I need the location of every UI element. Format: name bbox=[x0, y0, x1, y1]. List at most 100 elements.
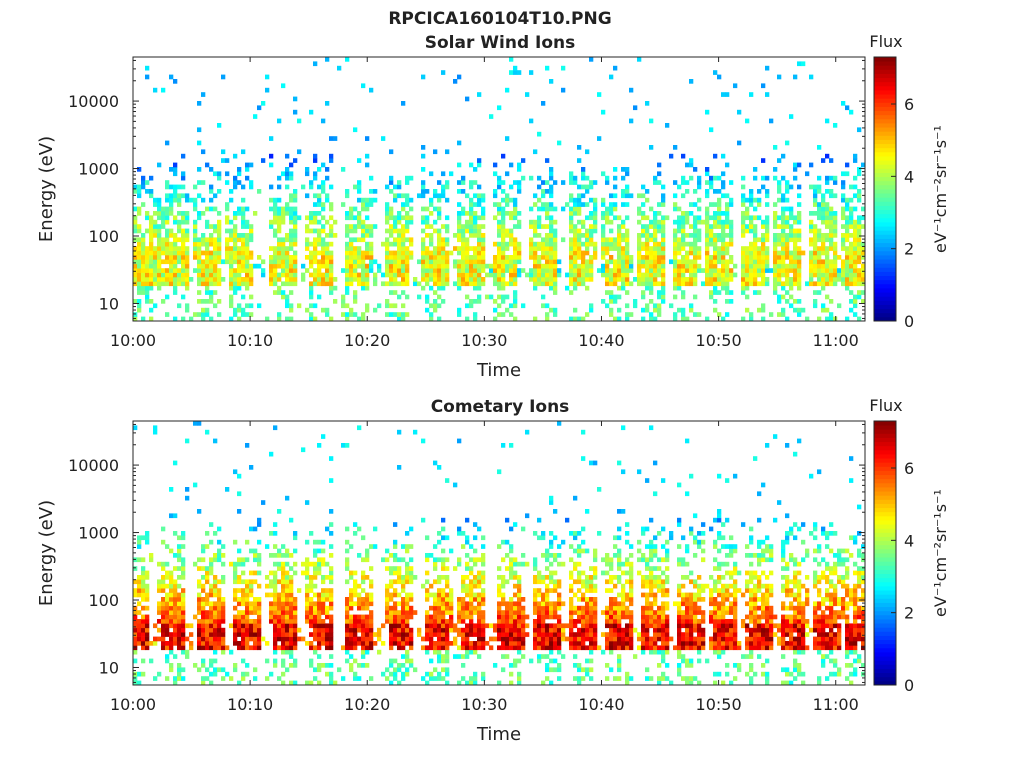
heatmap-cell bbox=[393, 277, 398, 282]
heatmap-cell bbox=[181, 272, 186, 278]
heatmap-cell bbox=[245, 443, 250, 448]
heatmap-cell bbox=[425, 632, 430, 637]
heatmap-cell bbox=[161, 566, 166, 571]
heatmap-cell bbox=[853, 272, 858, 278]
heatmap-cell bbox=[849, 197, 854, 203]
heatmap-cell bbox=[465, 561, 470, 567]
heatmap-cell bbox=[857, 167, 862, 172]
heatmap-cell bbox=[497, 544, 502, 549]
heatmap-cell bbox=[349, 312, 354, 317]
heatmap-cell bbox=[505, 645, 510, 651]
heatmap-cell bbox=[621, 259, 626, 265]
heatmap-cell bbox=[357, 627, 362, 633]
heatmap-cell bbox=[549, 193, 554, 199]
heatmap-cell bbox=[373, 632, 378, 637]
heatmap-cell bbox=[141, 623, 146, 629]
heatmap-cell bbox=[233, 592, 238, 598]
heatmap-cell bbox=[465, 645, 470, 651]
heatmap-cell bbox=[517, 162, 522, 168]
heatmap-cell bbox=[365, 601, 370, 607]
heatmap-cell bbox=[241, 610, 246, 615]
heatmap-cell bbox=[573, 224, 578, 229]
heatmap-cell bbox=[281, 259, 286, 265]
heatmap-cell bbox=[481, 206, 486, 212]
heatmap-cell bbox=[165, 241, 170, 247]
heatmap-cell bbox=[685, 281, 690, 287]
heatmap-cell bbox=[397, 619, 402, 624]
heatmap-cell bbox=[301, 636, 306, 642]
heatmap-cell bbox=[689, 158, 694, 163]
heatmap-cell bbox=[489, 114, 494, 119]
heatmap-cell bbox=[133, 627, 138, 633]
heatmap-cell bbox=[705, 277, 710, 282]
heatmap-cell bbox=[605, 263, 610, 269]
heatmap-cell bbox=[361, 605, 366, 611]
heatmap-cell bbox=[457, 680, 462, 686]
heatmap-cell bbox=[433, 645, 438, 651]
heatmap-cell bbox=[861, 255, 866, 260]
heatmap-cell bbox=[445, 272, 450, 278]
heatmap-cell bbox=[293, 535, 298, 541]
heatmap-cell bbox=[677, 272, 682, 278]
heatmap-cell bbox=[505, 623, 510, 629]
heatmap-cell bbox=[173, 601, 178, 607]
heatmap-cell bbox=[697, 197, 702, 203]
heatmap-cell bbox=[673, 202, 678, 207]
heatmap-cell bbox=[821, 197, 826, 203]
heatmap-cell bbox=[481, 614, 486, 620]
heatmap-cell bbox=[349, 654, 354, 659]
heatmap-cell bbox=[233, 619, 238, 624]
heatmap-cell bbox=[541, 250, 546, 256]
heatmap-cell bbox=[177, 667, 182, 673]
heatmap-cell bbox=[517, 632, 522, 637]
heatmap-cell bbox=[645, 246, 650, 251]
heatmap-cell bbox=[465, 241, 470, 247]
heatmap-cell bbox=[385, 272, 390, 278]
heatmap-cell bbox=[789, 263, 794, 269]
heatmap-cell bbox=[153, 425, 158, 431]
heatmap-cell bbox=[193, 663, 198, 668]
heatmap-cell bbox=[305, 539, 310, 545]
heatmap-cell bbox=[361, 281, 366, 287]
heatmap-cell bbox=[233, 579, 238, 585]
heatmap-cell bbox=[309, 184, 314, 190]
heatmap-cell bbox=[445, 241, 450, 247]
heatmap-cell bbox=[313, 592, 318, 598]
heatmap-cell bbox=[401, 627, 406, 633]
heatmap-cell bbox=[329, 184, 334, 190]
heatmap-cell bbox=[205, 285, 210, 291]
heatmap-cell bbox=[221, 259, 226, 265]
heatmap-cell bbox=[173, 193, 178, 199]
heatmap-cell bbox=[285, 561, 290, 567]
heatmap-cell bbox=[605, 180, 610, 185]
heatmap-cell bbox=[621, 175, 626, 181]
heatmap-cell bbox=[501, 583, 506, 589]
heatmap-cell bbox=[289, 575, 294, 580]
heatmap-cell bbox=[353, 228, 358, 234]
heatmap-cell bbox=[317, 197, 322, 203]
heatmap-cell bbox=[305, 193, 310, 199]
heatmap-cell bbox=[277, 197, 282, 203]
heatmap-cell bbox=[361, 255, 366, 260]
heatmap-cell bbox=[277, 597, 282, 602]
colorbar-swatch bbox=[874, 143, 896, 149]
heatmap-cell bbox=[437, 277, 442, 282]
heatmap-cell bbox=[277, 623, 282, 629]
heatmap-cell bbox=[533, 597, 538, 602]
heatmap-cell bbox=[165, 561, 170, 567]
heatmap-cell bbox=[477, 583, 482, 589]
heatmap-cell bbox=[797, 277, 802, 282]
heatmap-cell bbox=[305, 557, 310, 563]
heatmap-cell bbox=[357, 215, 362, 221]
heatmap-cell bbox=[229, 303, 234, 309]
heatmap-cell bbox=[425, 579, 430, 585]
heatmap-cell bbox=[641, 277, 646, 282]
heatmap-cell bbox=[853, 228, 858, 234]
heatmap-cell bbox=[293, 636, 298, 642]
heatmap-cell bbox=[281, 649, 286, 655]
heatmap-cell bbox=[157, 636, 162, 642]
heatmap-cell bbox=[713, 211, 718, 216]
heatmap-cell bbox=[797, 312, 802, 317]
heatmap-cell bbox=[561, 206, 566, 212]
heatmap-cell bbox=[289, 193, 294, 199]
